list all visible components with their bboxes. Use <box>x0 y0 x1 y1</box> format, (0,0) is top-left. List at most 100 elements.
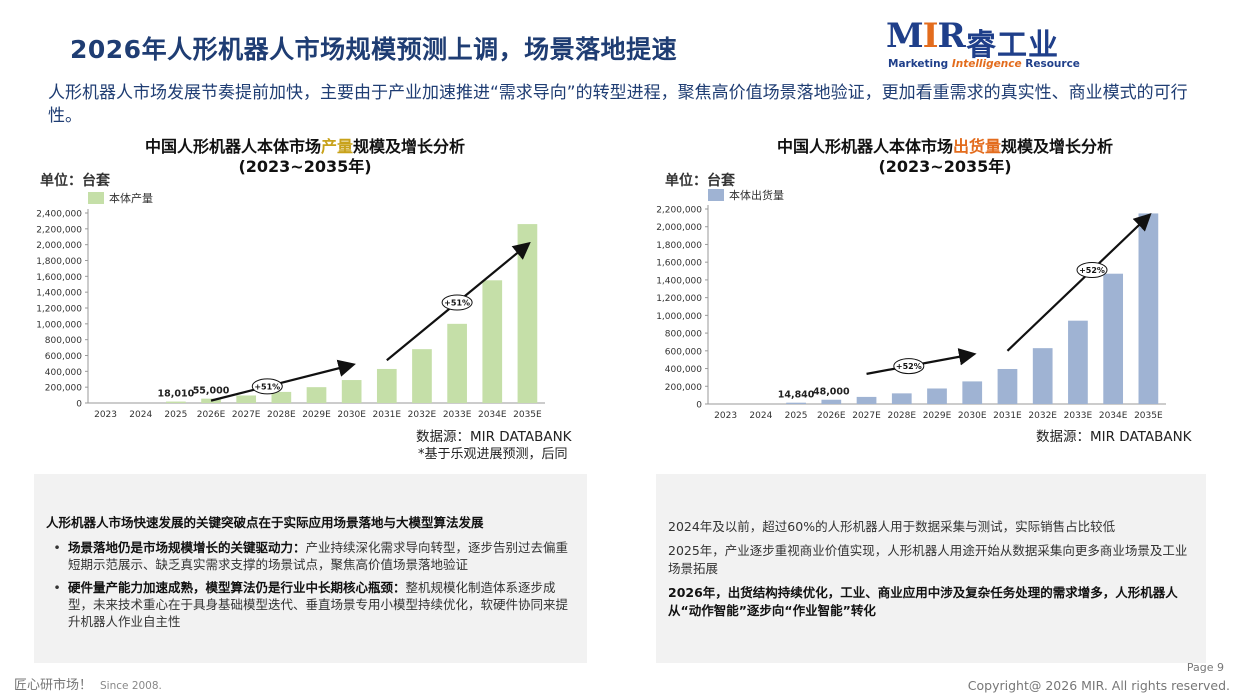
logo-chinese-name: 睿工业 <box>966 28 1059 63</box>
x-tick-label: 2023 <box>714 411 737 421</box>
x-tick-label: 2035E <box>513 410 542 420</box>
y-tick-label: 1,400,000 <box>36 289 82 299</box>
cagr-badge <box>441 294 473 311</box>
shipment-legend: 本体出货量 <box>708 187 784 203</box>
bar-2035E <box>517 224 538 403</box>
x-tick-label: 2028E <box>267 410 296 420</box>
x-tick-label: 2028E <box>887 411 916 421</box>
y-tick-label: 0 <box>696 401 702 411</box>
page-title: 2026年人形机器人市场规模预测上调，场景落地提速 <box>70 35 678 64</box>
bar-value-label: 18,010 <box>158 389 195 400</box>
logo-tagline-1: Marketing <box>888 58 949 70</box>
drivers-bullet-1-bold: 场景落地仍是市场规模增长的关键驱动力： <box>68 540 306 555</box>
logo-tagline-3: Resource <box>1025 58 1080 70</box>
x-tick-label: 2027E <box>232 410 261 420</box>
production-title-b: 规模及增长分析 <box>353 137 466 156</box>
production-unit-label: 单位：台套 <box>40 173 110 189</box>
drivers-bullet-1-body: 产业持续深化需求导向转型，逐步告别过去偏重短期示范展示、缺乏真实需求支撑的场景试… <box>68 540 569 572</box>
x-tick-label: 2035E <box>1134 411 1163 421</box>
x-tick-label: 2023 <box>94 410 117 420</box>
x-tick-label: 2026E <box>197 410 226 420</box>
drivers-box: 人形机器人市场快速发展的关键突破点在于实际应用场景落地与大模型算法发展 • 场景… <box>34 474 587 663</box>
x-tick-label: 2025 <box>164 410 187 420</box>
production-legend-label: 本体产量 <box>109 192 153 205</box>
growth-arrow <box>1006 213 1152 352</box>
logo-mark: MIR <box>886 16 966 56</box>
cagr-label: +51% <box>254 382 280 391</box>
y-tick-label: 2,200,000 <box>656 206 702 216</box>
cagr-label: +52% <box>1079 266 1105 275</box>
bar-2031E <box>376 368 397 403</box>
y-tick-label: 1,200,000 <box>656 294 702 304</box>
x-tick-label: 2030E <box>337 410 366 420</box>
y-tick-label: 1,800,000 <box>36 257 82 267</box>
bar-2030E <box>962 381 983 404</box>
bar-2029E <box>306 387 327 403</box>
production-source: 数据源：MIR DATABANK <box>416 429 572 445</box>
y-tick-label: 2,200,000 <box>36 225 82 235</box>
production-chart-title: 中国人形机器人本体市场产量规模及增长分析 (2023~2035年) <box>120 137 490 177</box>
shipment-unit-label: 单位：台套 <box>665 173 735 189</box>
production-title-a: 中国人形机器人本体市场 <box>144 137 321 156</box>
x-tick-label: 2032E <box>1028 411 1057 421</box>
logo-tagline-2: Intelligence <box>951 58 1022 70</box>
drivers-bullet-2-body: 整机规模化制造体系逐步成型，未来技术重心在于具身基础模型迭代、垂直场景专用小模型… <box>68 580 569 629</box>
bar-2033E <box>1068 320 1088 404</box>
shipment-title-b: 规模及增长分析 <box>1001 137 1114 156</box>
bar-2028E <box>271 391 292 403</box>
bullet-dot: • <box>53 540 61 555</box>
x-tick-label: 2029E <box>923 411 952 421</box>
y-tick-label: 1,000,000 <box>656 312 702 322</box>
production-title-highlight: 产量 <box>320 137 353 156</box>
cagr-label: +52% <box>896 362 922 371</box>
x-tick-label: 2024 <box>129 410 152 420</box>
growth-arrow <box>210 359 356 402</box>
production-footnote: *基于乐观进展预测，后同 <box>418 447 568 462</box>
y-tick-label: 2,000,000 <box>656 223 702 233</box>
bar-2032E <box>412 349 432 403</box>
bar-2033E <box>447 323 467 403</box>
shipment-bar-chart: 0 200,000 400,000 600,000 800,000 1,000,000 1,… <box>656 205 1166 421</box>
bar-value-label: 14,840 <box>778 390 815 401</box>
mir-logo: MIR 睿工业 Marketing Intelligence Resource <box>882 16 1080 76</box>
bar-2035E <box>1138 213 1159 404</box>
shipment-title-years: (2023~2035年) <box>878 157 1012 176</box>
shipment-chart-title: 中国人形机器人本体市场出货量规模及增长分析 (2023~2035年) <box>745 137 1145 177</box>
y-tick-label: 800,000 <box>45 336 82 346</box>
footer-slogan-text: 匠心研市场！ <box>14 678 93 693</box>
bar-2031E <box>997 368 1018 404</box>
timeline-2025: 2025年，产业逐步重视商业价值实现，人形机器人用途开始从数据采集向更多商业场景… <box>668 543 1188 576</box>
cagr-badge <box>251 378 283 395</box>
shipment-source: 数据源：MIR DATABANK <box>1036 429 1192 445</box>
y-tick-label: 2,000,000 <box>36 241 82 251</box>
bar-2026E <box>201 398 221 403</box>
cagr-badge <box>893 358 925 375</box>
logo-tagline: Marketing Intelligence Resource <box>888 58 1080 70</box>
shipment-legend-label: 本体出货量 <box>729 189 784 202</box>
y-tick-label: 0 <box>76 400 82 410</box>
y-tick-label: 400,000 <box>665 365 702 375</box>
x-tick-label: 2024 <box>749 411 772 421</box>
bar-2028E <box>891 393 912 404</box>
x-tick-label: 2034E <box>1099 411 1128 421</box>
y-tick-label: 1,800,000 <box>656 241 702 251</box>
bar-2030E <box>341 380 362 403</box>
drivers-bullet-1-text: 场景落地仍是市场规模增长的关键驱动力：产业持续深化需求导向转型，逐步告别过去偏重… <box>68 539 575 573</box>
y-tick-label: 1,600,000 <box>36 273 82 283</box>
production-legend-swatch <box>88 192 104 204</box>
bar-2026E <box>821 399 842 404</box>
drivers-bullet-2: • 硬件量产能力加速成熟，模型算法仍是行业中长期核心瓶颈：整机规模化制造体系逐步… <box>46 579 575 630</box>
x-tick-label: 2031E <box>993 411 1022 421</box>
shipment-title-highlight: 出货量 <box>952 137 1001 156</box>
y-tick-label: 1,400,000 <box>656 276 702 286</box>
bar-2027E <box>236 395 257 403</box>
x-tick-label: 2030E <box>958 411 987 421</box>
bar-2032E <box>1032 348 1053 404</box>
bullet-dot: • <box>53 580 61 595</box>
x-tick-label: 2033E <box>443 410 472 420</box>
y-tick-label: 600,000 <box>45 352 82 362</box>
bar-2034E <box>482 280 503 403</box>
y-tick-label: 800,000 <box>665 330 702 340</box>
bar-value-label: 48,000 <box>813 387 850 398</box>
y-tick-label: 600,000 <box>665 347 702 357</box>
